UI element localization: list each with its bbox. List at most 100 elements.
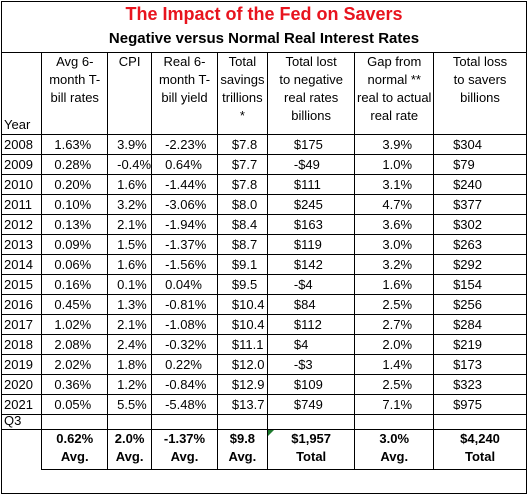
data-cell: $112	[266, 313, 356, 335]
table-row: 2008 1.63% 3.9% -2.23% $7.8 $175 3.9% $304	[2, 133, 526, 155]
data-cell: $119	[266, 233, 356, 255]
data-cell: 3.9%	[354, 133, 435, 155]
header-row: Year Avg 6- month T-bill rates CPI Real 6- mo…	[2, 53, 526, 135]
total-label: Avg.	[115, 448, 144, 464]
total-cell: 2.0% Avg.	[107, 428, 153, 470]
data-cell: $12.0	[216, 353, 268, 375]
header-line: Total loss	[452, 54, 508, 69]
data-cell: 0.13%	[41, 213, 109, 235]
data-cell: $12.9	[216, 373, 268, 395]
total-value: $9.8	[229, 430, 256, 446]
header-line: real rates	[284, 90, 339, 105]
data-cell: 0.04%	[151, 273, 218, 295]
year-cell: 2018	[2, 333, 43, 355]
data-cell: 2.08%	[41, 333, 109, 355]
header-line: billions	[291, 108, 331, 123]
data-cell: 2.7%	[354, 313, 435, 335]
data-cell: 1.02%	[41, 313, 109, 335]
data-cell: 1.63%	[41, 133, 109, 155]
data-cell: -1.08%	[151, 313, 218, 335]
total-cell: -1.37% Avg.	[151, 428, 218, 470]
q3-row: Q3	[2, 413, 526, 430]
data-cell: 1.6%	[354, 273, 435, 295]
data-cell: 1.8%	[107, 353, 153, 375]
data-cell: $7.7	[216, 153, 268, 175]
total-label: Avg.	[380, 448, 409, 464]
header-cell: Total lost to negative real rates billions	[266, 53, 356, 135]
header-cell: Total savings trillions *	[216, 53, 268, 135]
data-cell: 1.0%	[354, 153, 435, 175]
data-cell: 0.05%	[41, 393, 109, 415]
sheet-subtitle: Negative versus Normal Real Interest Rat…	[108, 30, 420, 47]
data-cell: 1.2%	[107, 373, 153, 395]
year-cell: 2012	[2, 213, 43, 235]
data-cell: $142	[266, 253, 356, 275]
data-cell: $975	[433, 393, 526, 415]
data-cell: -$3	[266, 353, 356, 375]
data-cell: -0.81%	[151, 293, 218, 315]
header-line: month T-	[49, 72, 101, 87]
data-cell: 0.10%	[41, 193, 109, 215]
total-cell: 3.0% Avg.	[354, 428, 435, 470]
data-cell: $304	[433, 133, 526, 155]
table-row: 2018 2.08% 2.4% -0.32% $11.1 $4 2.0% $219	[2, 333, 526, 355]
data-cell: 1.6%	[107, 173, 153, 195]
data-cell: $109	[266, 373, 356, 395]
data-cell: $7.8	[216, 173, 268, 195]
year-cell: 2015	[2, 273, 43, 295]
total-label: Avg.	[60, 448, 89, 464]
data-cell: 0.28%	[41, 153, 109, 175]
data-cell: 2.0%	[354, 333, 435, 355]
data-cell: 4.7%	[354, 193, 435, 215]
table-row: 2020 0.36% 1.2% -0.84% $12.9 $109 2.5% $323	[2, 373, 526, 395]
header-line: normal **	[367, 72, 421, 87]
data-cell: $8.7	[216, 233, 268, 255]
data-cell: $4	[266, 333, 356, 355]
table-row: 2016 0.45% 1.3% -0.81% $10.4 $84 2.5% $256	[2, 293, 526, 315]
data-cell: 2.1%	[107, 213, 153, 235]
year-cell: 2017	[2, 313, 43, 335]
total-value: 0.62%	[56, 430, 94, 446]
year-cell: 2014	[2, 253, 43, 275]
data-cell: $263	[433, 233, 526, 255]
header-cell: CPI	[107, 53, 153, 135]
data-cell: $240	[433, 173, 526, 195]
data-cell: -1.44%	[151, 173, 218, 195]
header-cell: Avg 6- month T-bill rates	[41, 53, 109, 135]
data-cell: 2.5%	[354, 373, 435, 395]
data-cell: $111	[266, 173, 356, 195]
data-cell: 2.1%	[107, 313, 153, 335]
total-value: $1,957	[291, 430, 332, 446]
data-cell: 3.0%	[354, 233, 435, 255]
total-value: -1.37%	[163, 430, 206, 446]
data-cell: 1.6%	[107, 253, 153, 275]
data-cell: 0.45%	[41, 293, 109, 315]
year-suffix: Q3	[2, 413, 43, 430]
data-cell: 2.5%	[354, 293, 435, 315]
header-line: Avg 6-	[56, 54, 94, 69]
total-label: Total	[464, 448, 496, 464]
data-cell: 0.20%	[41, 173, 109, 195]
header-line: billions	[460, 90, 500, 105]
data-cell: $10.4	[216, 313, 268, 335]
data-table: Year Avg 6- month T-bill rates CPI Real 6- mo…	[2, 53, 526, 470]
table-row: 2014 0.06% 1.6% -1.56% $9.1 $142 3.2% $292	[2, 253, 526, 275]
year-cell: 2019	[2, 353, 43, 375]
total-value: 2.0%	[114, 430, 145, 446]
data-cell: $284	[433, 313, 526, 335]
header-line: month T-	[158, 72, 211, 87]
data-cell: $9.5	[216, 273, 268, 295]
year-cell: 2021	[2, 393, 43, 415]
data-cell: 3.2%	[354, 253, 435, 275]
year-cell: 2020	[2, 373, 43, 395]
data-cell: -0.32%	[151, 333, 218, 355]
data-cell: 2.02%	[41, 353, 109, 375]
empty-cell	[41, 413, 109, 430]
header-line: Total lost	[285, 54, 337, 69]
total-label: Avg.	[170, 448, 199, 464]
header-line: trillions	[222, 90, 263, 105]
total-cell: $9.8 Avg.	[216, 428, 268, 470]
year-cell: 2016	[2, 293, 43, 315]
header-cell: Gap from normal ** real to actual real rate	[354, 53, 435, 135]
empty-cell	[433, 413, 526, 430]
